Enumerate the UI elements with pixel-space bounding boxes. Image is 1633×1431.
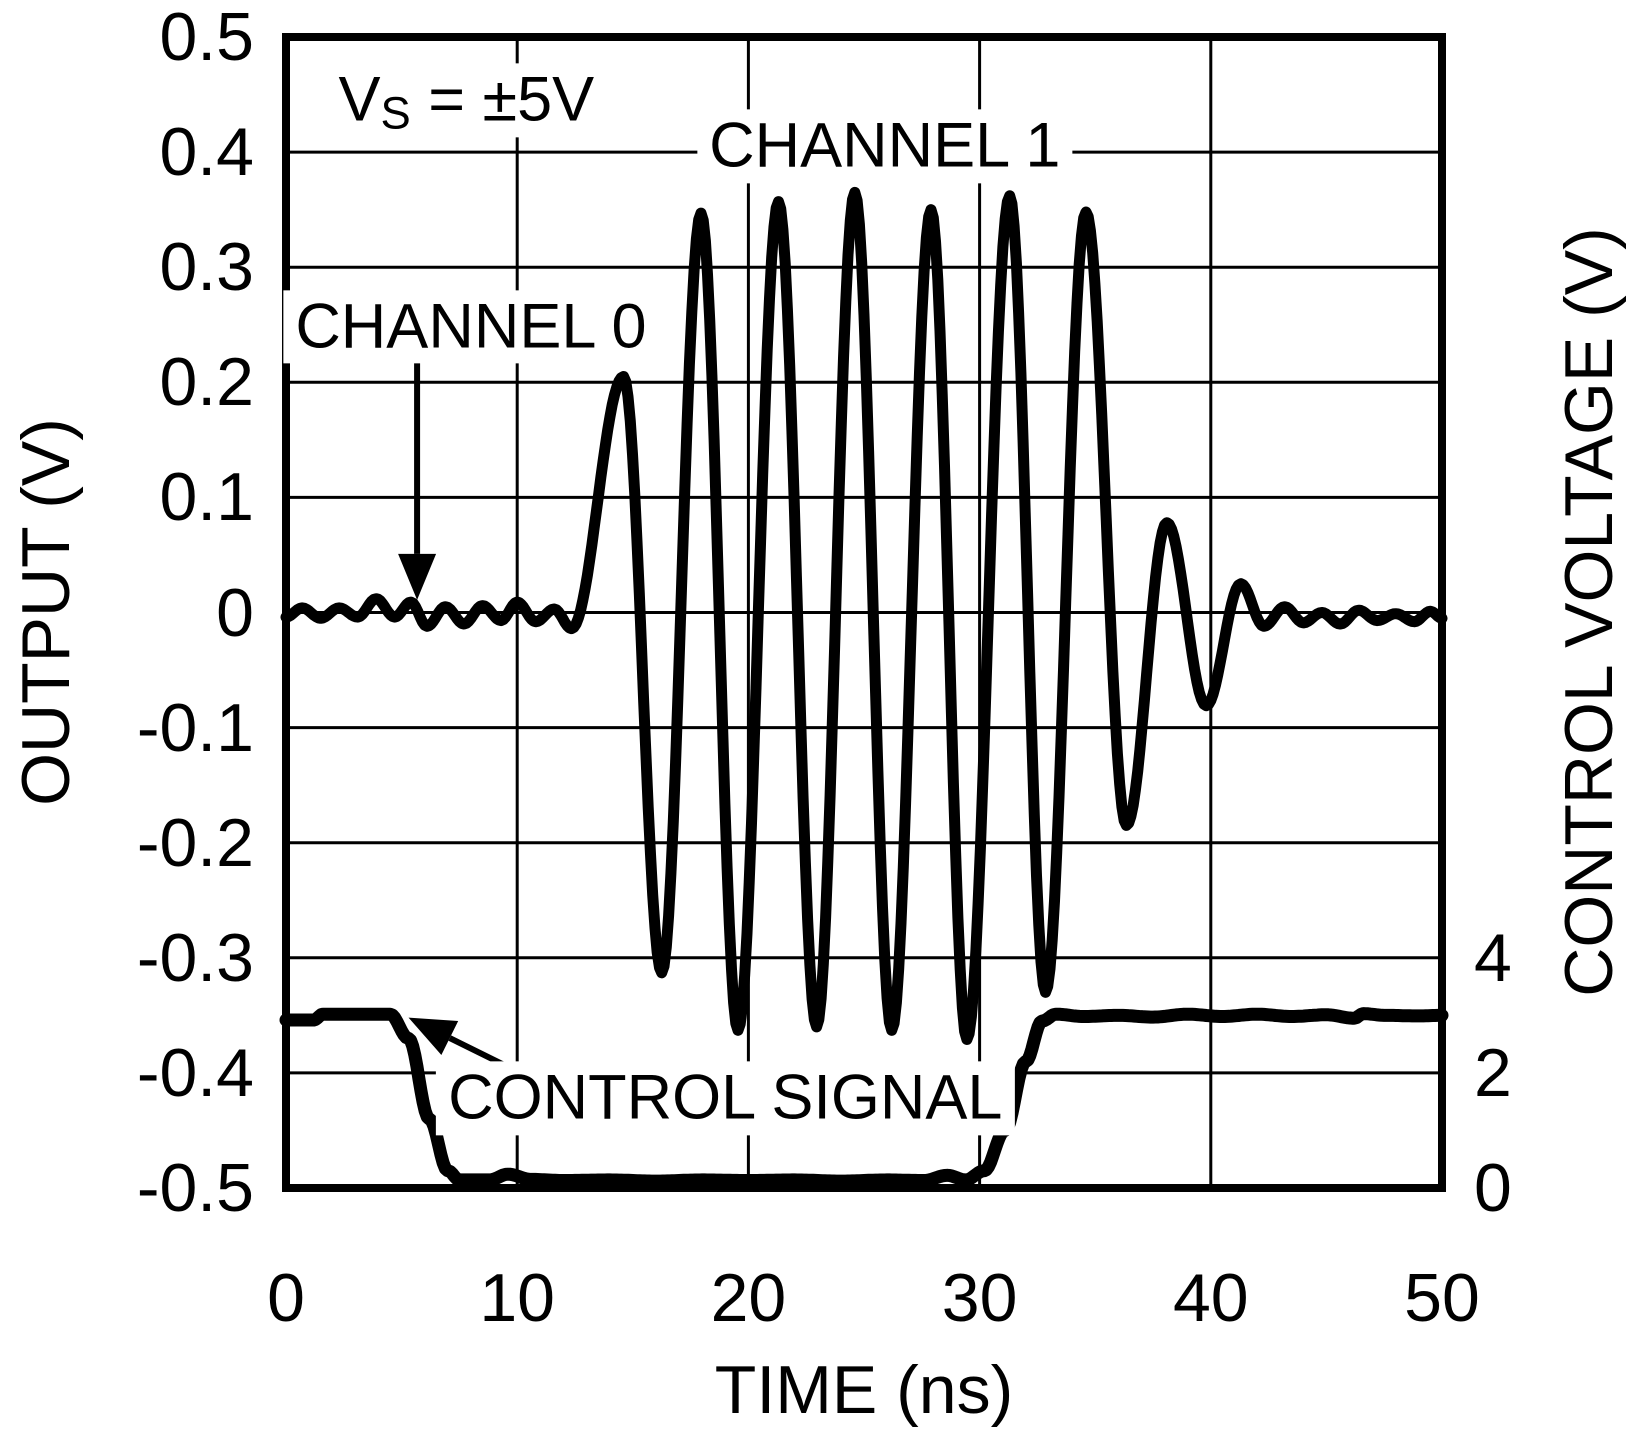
y-right-tick-4: 4 [1474,919,1512,996]
y-left-tick--0.5: -0.5 [136,1150,254,1226]
y-left-tick-0.3: 0.3 [159,229,254,306]
x-axis-title: TIME (ns) [714,1352,1014,1428]
x-tick-20: 20 [710,1260,787,1336]
channel1-label: CHANNEL 1 [697,109,1073,183]
y-left-tick-0.1: 0.1 [159,459,254,536]
channel0-label: CHANNEL 0 [283,290,659,364]
y-left-tick--0.3: -0.3 [136,919,254,996]
supply-subscript: S [380,87,411,139]
y-left-tick-0: 0 [216,574,254,651]
y-left-tick-0.5: 0.5 [159,0,254,75]
control-signal-trace [279,1007,1449,1188]
y-right-tick-0: 0 [1474,1150,1512,1226]
y-left-tick--0.1: -0.1 [136,689,254,766]
supply-rest: = ±5V [410,64,595,135]
y-left-axis-title: OUTPUT (V) [8,418,84,806]
y-left-tick-0.4: 0.4 [159,114,254,191]
x-tick-50: 50 [1404,1260,1480,1336]
supply-voltage-annotation: VS = ±5V [326,63,607,139]
y-left-tick-0.2: 0.2 [159,344,254,421]
x-tick-0: 0 [267,1260,305,1336]
x-tick-30: 30 [941,1260,1018,1336]
y-right-axis-title: CONTROL VOLTAGE (V) [1551,227,1627,997]
x-tick-10: 10 [479,1260,556,1336]
y-left-tick--0.2: -0.2 [136,804,254,881]
output-trace [280,186,1448,1045]
supply-base: V [338,64,381,135]
channel0-arrow-head [398,553,437,600]
x-tick-40: 40 [1172,1260,1249,1336]
y-left-tick--0.4: -0.4 [136,1034,254,1111]
control-arrow-head [408,1017,459,1056]
y-right-tick-2: 2 [1474,1034,1512,1111]
control-signal-label: CONTROL SIGNAL [436,1061,1015,1135]
